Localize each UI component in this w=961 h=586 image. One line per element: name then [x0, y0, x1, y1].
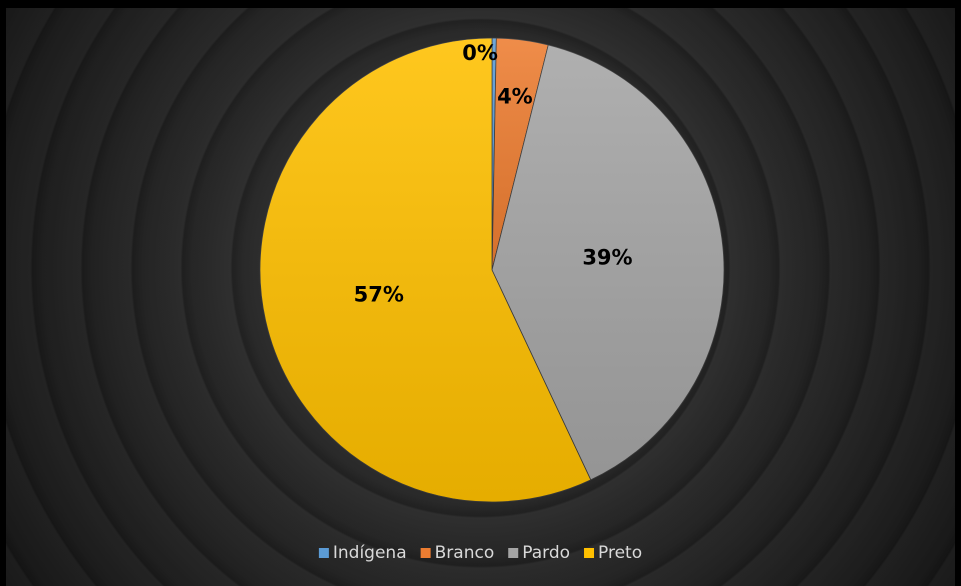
legend-label: Indígena	[333, 543, 407, 563]
legend-label: Pardo	[522, 543, 570, 563]
legend-swatch	[420, 548, 431, 558]
data-label: 39%	[582, 246, 632, 270]
legend-label: Preto	[598, 543, 642, 563]
legend-swatch	[318, 548, 329, 558]
legend-label: Branco	[435, 543, 495, 563]
data-label: 0%	[462, 41, 498, 65]
legend-swatch	[584, 548, 595, 558]
legend-swatch	[508, 548, 519, 558]
data-label: 57%	[354, 282, 404, 306]
data-label: 4%	[497, 85, 533, 109]
legend: Indígena Branco Pardo Preto	[318, 543, 642, 563]
